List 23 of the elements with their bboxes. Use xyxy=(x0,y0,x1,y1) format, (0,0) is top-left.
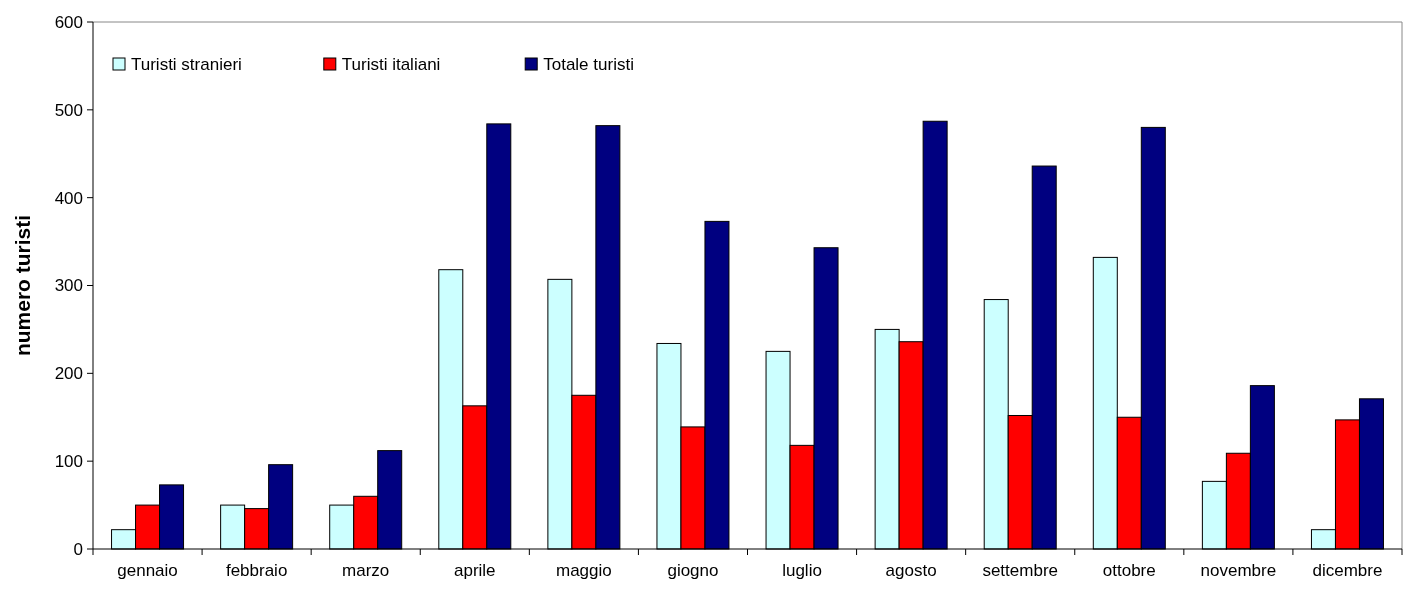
x-tick-label: aprile xyxy=(453,561,496,580)
y-tick-label: 400 xyxy=(54,188,83,208)
legend-label: Turisti italiani xyxy=(341,54,441,74)
y-axis-title: numero turisti xyxy=(11,214,34,357)
x-tick-label: giogno xyxy=(667,561,719,580)
x-tick-label: settembre xyxy=(982,561,1059,580)
x-tick-label: gennaio xyxy=(117,561,178,580)
y-tick-label: 600 xyxy=(54,12,83,32)
y-tick-label: 100 xyxy=(54,452,83,472)
legend-label: Turisti stranieri xyxy=(131,54,242,74)
x-tick-label: marzo xyxy=(342,561,390,580)
x-tick-label: agosto xyxy=(885,561,937,580)
y-tick-label: 300 xyxy=(54,276,83,296)
legend-label: Totale turisti xyxy=(543,54,634,74)
x-tick-label: dicembre xyxy=(1312,561,1383,580)
x-tick-label: ottobre xyxy=(1102,561,1156,580)
x-tick-label: febbraio xyxy=(225,561,288,580)
x-tick-label: novembre xyxy=(1200,561,1277,580)
y-tick-label: 500 xyxy=(54,100,83,120)
x-tick-label: luglio xyxy=(782,561,822,580)
y-tick-label: 0 xyxy=(73,539,83,559)
y-tick-label: 200 xyxy=(54,364,83,384)
x-tick-label: maggio xyxy=(555,561,612,580)
